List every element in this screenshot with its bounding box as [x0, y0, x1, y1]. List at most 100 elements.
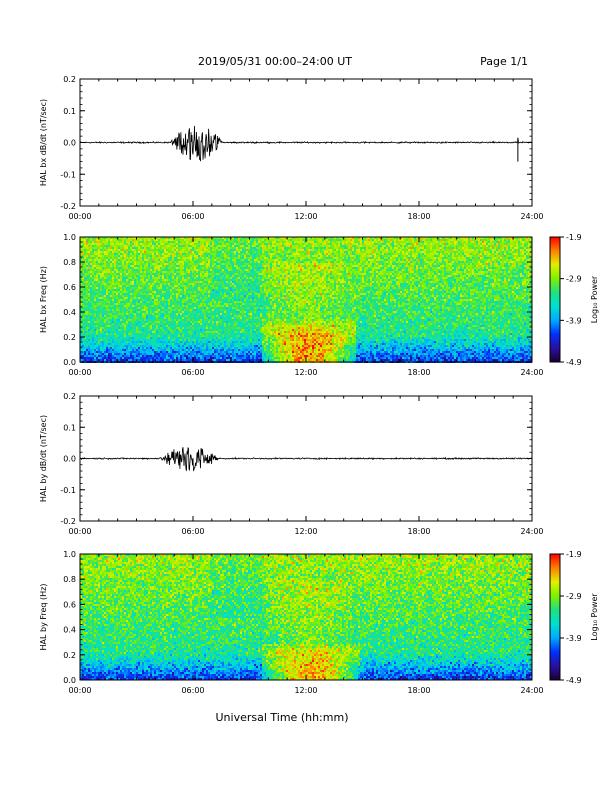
spectrogram-cell: [110, 257, 112, 259]
spectrogram-cell: [228, 273, 230, 275]
spectrogram-cell: [486, 247, 488, 249]
spectrogram-cell: [306, 247, 308, 249]
spectrogram-cell: [472, 263, 474, 265]
spectrogram-cell: [232, 247, 234, 249]
spectrogram-cell: [526, 255, 528, 257]
spectrogram-cell: [310, 263, 312, 265]
spectrogram-cell: [504, 259, 506, 261]
spectrogram-cell: [376, 251, 378, 253]
spectrogram-cell: [274, 257, 276, 259]
spectrogram-cell: [384, 255, 386, 257]
spectrogram-cell: [474, 241, 476, 243]
spectrogram-cell: [326, 251, 328, 253]
spectrogram-cell: [138, 275, 140, 277]
spectrogram-cell: [386, 249, 388, 251]
spectrogram-cell: [420, 263, 422, 265]
spectrogram-cell: [220, 265, 222, 267]
spectrogram-cell: [232, 245, 234, 247]
spectrogram-cell: [88, 241, 90, 243]
spectrogram-cell: [338, 277, 340, 279]
spectrogram-cell: [330, 255, 332, 257]
spectrogram-cell: [254, 267, 256, 269]
spectrogram-cell: [408, 253, 410, 255]
spectrogram-cell: [88, 261, 90, 263]
spectrogram-cell: [426, 247, 428, 249]
spectrogram-cell: [274, 239, 276, 241]
spectrogram-cell: [306, 263, 308, 265]
spectrogram-cell: [274, 279, 276, 281]
spectrogram-cell: [476, 245, 478, 247]
spectrogram-cell: [382, 277, 384, 279]
spectrogram-cell: [386, 257, 388, 259]
spectrogram-cell: [292, 255, 294, 257]
spectrogram-cell: [434, 251, 436, 253]
spectrogram-cell: [430, 253, 432, 255]
spectrogram-cell: [102, 265, 104, 267]
spectrogram-cell: [506, 251, 508, 253]
spectrogram-cell: [506, 245, 508, 247]
spectrogram-cell: [164, 247, 166, 249]
spectrogram-cell: [306, 243, 308, 245]
spectrogram-cell: [358, 261, 360, 263]
spectrogram-cell: [440, 259, 442, 261]
spectrogram-cell: [280, 253, 282, 255]
spectrogram-cell: [452, 239, 454, 241]
spectrogram-cell: [466, 263, 468, 265]
spectrogram-cell: [184, 259, 186, 261]
spectrogram-cell: [322, 261, 324, 263]
spectrogram-cell: [494, 271, 496, 273]
spectrogram-cell: [246, 245, 248, 247]
spectrogram-cell: [452, 247, 454, 249]
spectrogram-cell: [424, 271, 426, 273]
spectrogram-cell: [456, 253, 458, 255]
spectrogram-cell: [226, 263, 228, 265]
spectrogram-cell: [340, 267, 342, 269]
spectrogram-cell: [168, 267, 170, 269]
spectrogram-cell: [82, 269, 84, 271]
spectrogram-cell: [504, 265, 506, 267]
spectrogram-cell: [162, 243, 164, 245]
spectrogram-cell: [486, 277, 488, 279]
spectrogram-cell: [264, 273, 266, 275]
spectrogram-cell: [328, 261, 330, 263]
spectrogram-cell: [128, 249, 130, 251]
spectrogram-cell: [146, 267, 148, 269]
spectrogram-cell: [160, 273, 162, 275]
spectrogram-cell: [250, 239, 252, 241]
spectrogram-cell: [312, 239, 314, 241]
spectrogram-cell: [514, 249, 516, 251]
spectrogram-cell: [502, 275, 504, 277]
spectrogram-cell: [420, 255, 422, 257]
spectrogram-cell: [84, 259, 86, 261]
spectrogram-cell: [462, 243, 464, 245]
spectrogram-cell: [110, 275, 112, 277]
spectrogram-cell: [522, 243, 524, 245]
spectrogram-cell: [256, 279, 258, 281]
spectrogram-cell: [128, 277, 130, 279]
spectrogram-cell: [290, 243, 292, 245]
spectrogram-cell: [266, 255, 268, 257]
spectrogram-cell: [276, 279, 278, 281]
spectrogram-cell: [432, 271, 434, 273]
spectrogram-cell: [130, 249, 132, 251]
spectrogram-cell: [400, 269, 402, 271]
spectrogram-cell: [152, 267, 154, 269]
spectrogram-cell: [376, 275, 378, 277]
spectrogram-cell: [260, 251, 262, 253]
spectrogram-cell: [222, 241, 224, 243]
spectrogram-cell: [104, 255, 106, 257]
spectrogram-cell: [386, 277, 388, 279]
spectrogram-cell: [472, 247, 474, 249]
spectrogram-cell: [326, 271, 328, 273]
spectrogram-cell: [94, 267, 96, 269]
spectrogram-cell: [348, 241, 350, 243]
spectrogram-cell: [418, 267, 420, 269]
spectrogram-cell: [514, 243, 516, 245]
spectrogram-cell: [524, 267, 526, 269]
spectrogram-cell: [116, 271, 118, 273]
spectrogram-cell: [348, 267, 350, 269]
spectrogram-cell: [268, 279, 270, 281]
spectrogram-cell: [364, 243, 366, 245]
spectrogram-cell: [264, 255, 266, 257]
spectrogram-cell: [404, 249, 406, 251]
